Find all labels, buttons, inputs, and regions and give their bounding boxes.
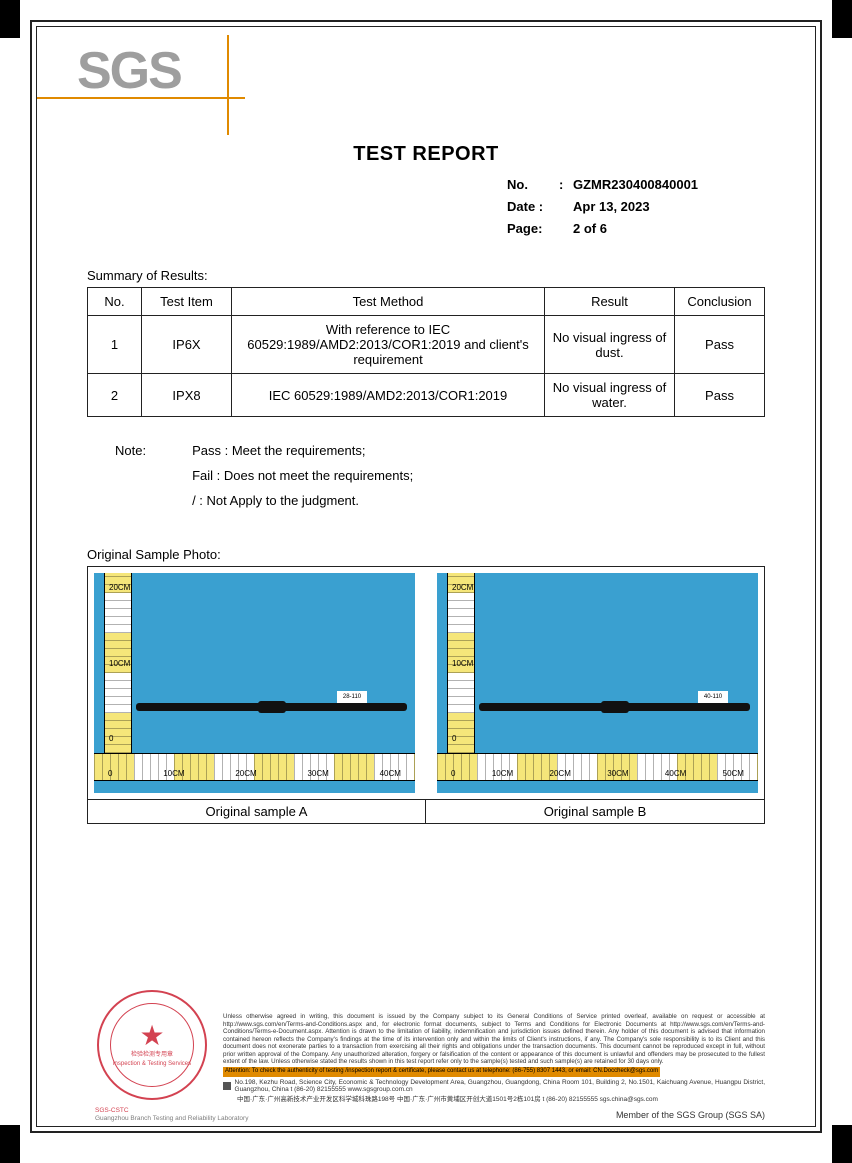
disclaimer: Unless otherwise agreed in writing, this… <box>223 1013 765 1104</box>
stamp-sub1: SGS-CSTC <box>95 1107 129 1114</box>
col-conclusion: Conclusion <box>675 288 765 316</box>
logo-text: SGS <box>77 45 765 97</box>
photo-cell-b: 0 10CM 20CM 40-110 0 10CM 20CM 30C <box>431 567 764 799</box>
col-result: Result <box>545 288 675 316</box>
disclaimer-highlight: Attention: To check the authenticity of … <box>223 1067 660 1076</box>
col-method: Test Method <box>232 288 545 316</box>
addr-cn: 中国·广东·广州高新技术产业开发区科学城科珠路198号 中国·广东·广州市黄埔区… <box>237 1096 658 1104</box>
meta-date-value: Apr 13, 2023 <box>573 196 650 218</box>
photo-label: Original Sample Photo: <box>87 547 765 562</box>
photo-a: 0 10CM 20CM 28-110 0 10CM 20CM 30C <box>94 573 415 793</box>
col-item: Test Item <box>142 288 232 316</box>
caption-b: Original sample B <box>426 800 764 823</box>
meta-no-value: GZMR230400840001 <box>573 174 698 196</box>
photo-grid: 0 10CM 20CM 28-110 0 10CM 20CM 30C <box>87 566 765 799</box>
stamp-sub2: Guangzhou Branch Testing and Reliability… <box>95 1115 248 1122</box>
photo-b: 0 10CM 20CM 40-110 0 10CM 20CM 30C <box>437 573 758 793</box>
photo-captions: Original sample A Original sample B <box>87 799 765 824</box>
meta-no-label: No. <box>507 174 559 196</box>
table-row: 1 IP6X With reference to IEC 60529:1989/… <box>88 316 765 374</box>
col-no: No. <box>88 288 142 316</box>
results-table: No. Test Item Test Method Result Conclus… <box>87 287 765 417</box>
meta-page-label: Page: <box>507 218 559 240</box>
page-corner-tl <box>0 0 20 38</box>
page-corner-bl <box>0 1125 20 1163</box>
ruler-v-icon: 0 10CM 20CM <box>447 573 475 753</box>
table-row: 2 IPX8 IEC 60529:1989/AMD2:2013/COR1:201… <box>88 374 765 417</box>
ruler-v-icon: 0 10CM 20CM <box>104 573 132 753</box>
logo-line-h <box>36 97 245 99</box>
addr-en: No.198, Kezhu Road, Science City, Econom… <box>235 1079 765 1095</box>
page-inner: SGS TEST REPORT No. : GZMR230400840001 D… <box>36 26 816 1127</box>
note-lines: Pass : Meet the requirements; Fail : Doe… <box>192 439 765 513</box>
page-corner-tr <box>832 0 852 38</box>
photo-cell-a: 0 10CM 20CM 28-110 0 10CM 20CM 30C <box>88 567 421 799</box>
page-corner-br <box>832 1125 852 1163</box>
summary-label: Summary of Results: <box>87 268 765 283</box>
page-frame: SGS TEST REPORT No. : GZMR230400840001 D… <box>30 20 822 1133</box>
logo: SGS <box>77 45 765 135</box>
logo-line-v <box>227 35 229 135</box>
note-block: Note: Pass : Meet the requirements; Fail… <box>115 439 765 513</box>
sample-tag-a: 28-110 <box>337 691 367 703</box>
sample-tag-b: 40-110 <box>698 691 728 703</box>
meta-colon: : <box>559 174 573 196</box>
sample-rod-icon <box>136 703 407 711</box>
ruler-h-icon: 0 10CM 20CM 30CM 40CM 50CM <box>437 753 758 781</box>
footer: ★ 检验检测专用章 Inspection & Testing Services … <box>87 1013 765 1104</box>
disclaimer-body: Unless otherwise agreed in writing, this… <box>223 1013 765 1065</box>
member-line: Member of the SGS Group (SGS SA) <box>616 1110 765 1120</box>
report-meta: No. : GZMR230400840001 Date : Apr 13, 20… <box>507 174 765 240</box>
address-icon <box>223 1082 231 1090</box>
caption-a: Original sample A <box>88 800 426 823</box>
ruler-h-icon: 0 10CM 20CM 30CM 40CM <box>94 753 415 781</box>
stamp-icon: ★ 检验检测专用章 Inspection & Testing Services … <box>97 990 207 1100</box>
note-label: Note: <box>115 439 146 513</box>
meta-date-label: Date : <box>507 196 559 218</box>
star-icon: ★ <box>139 1022 164 1050</box>
meta-page-value: 2 of 6 <box>573 218 607 240</box>
sample-rod-icon <box>479 703 750 711</box>
report-title: TEST REPORT <box>87 143 765 166</box>
